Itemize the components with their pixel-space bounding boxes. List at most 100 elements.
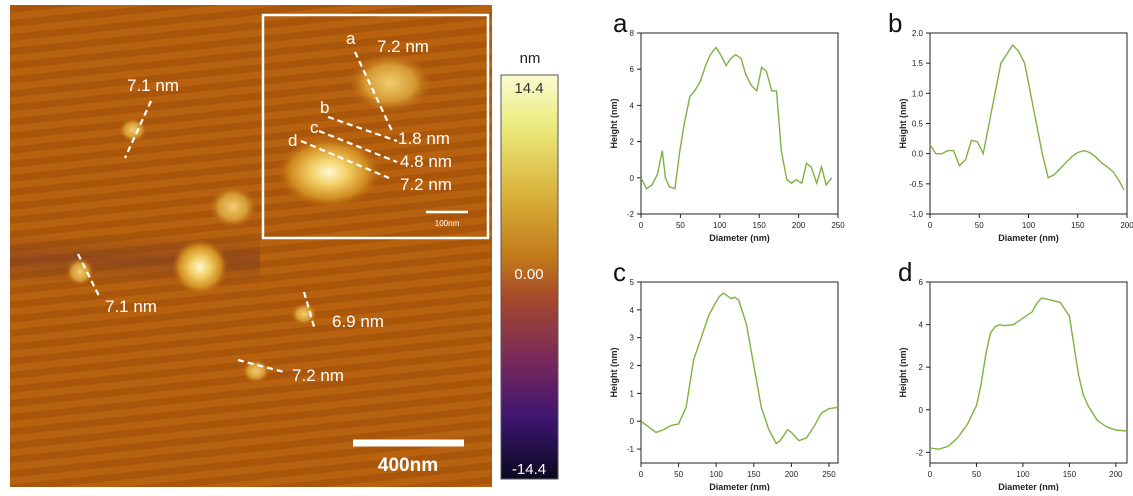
series-line bbox=[929, 297, 1128, 450]
particle bbox=[209, 186, 257, 228]
inset-particle bbox=[277, 136, 381, 208]
inset-label-d: d bbox=[288, 131, 297, 150]
series-line bbox=[640, 46, 833, 190]
inset-frame bbox=[261, 13, 490, 240]
x-tick-label: 0 bbox=[639, 221, 644, 230]
colorbar-max: 14.4 bbox=[514, 80, 543, 97]
panel-letter: a bbox=[613, 8, 628, 38]
x-axis-label: Diameter (nm) bbox=[998, 233, 1059, 243]
y-tick-label: 0 bbox=[919, 406, 924, 415]
y-tick-label: 4 bbox=[630, 101, 635, 110]
series-line bbox=[640, 292, 839, 445]
plot-frame bbox=[929, 281, 1128, 464]
profile-lines bbox=[77, 100, 317, 374]
particle-label-3: 6.9 nm bbox=[332, 312, 384, 331]
inset-label-b: b bbox=[320, 98, 329, 117]
x-axis-label: Diameter (nm) bbox=[998, 482, 1059, 491]
particle bbox=[242, 359, 270, 383]
x-tick-label: 50 bbox=[674, 470, 683, 479]
x-axis-label: Diameter (nm) bbox=[709, 233, 770, 243]
x-tick-label: 100 bbox=[710, 470, 724, 479]
y-tick-label: 1.0 bbox=[912, 89, 924, 98]
chart-panel-c: c 0 50 100 150 200 250 -1 0 1 2 3 4 5 Diameter (nm) Hei… bbox=[609, 257, 839, 492]
y-tick-label: -1 bbox=[627, 445, 635, 454]
x-tick-label: 200 bbox=[785, 470, 799, 479]
y-tick-label: 1.5 bbox=[912, 59, 924, 68]
x-tick-label: 150 bbox=[1071, 221, 1085, 230]
plot-frame bbox=[929, 32, 1128, 215]
x-axis-label: Diameter (nm) bbox=[709, 482, 770, 491]
x-tick-label: 150 bbox=[753, 221, 767, 230]
inset-profile-lines bbox=[300, 51, 398, 180]
x-tick-label: 150 bbox=[747, 470, 761, 479]
y-tick-label: 2 bbox=[630, 362, 635, 371]
plot-frame bbox=[640, 32, 839, 215]
x-tick-label: 100 bbox=[1016, 470, 1030, 479]
colorbar-gradient bbox=[500, 74, 559, 480]
y-tick-label: 0.5 bbox=[912, 120, 924, 129]
panel-letter: d bbox=[898, 257, 912, 287]
y-tick-label: 6 bbox=[919, 278, 924, 287]
x-tick-label: 200 bbox=[1120, 221, 1133, 230]
y-tick-label: 0 bbox=[630, 174, 635, 183]
inset-scale-label: 100nm bbox=[435, 219, 460, 228]
x-tick-label: 0 bbox=[928, 221, 933, 230]
y-axis-label: Height (nm) bbox=[609, 348, 619, 398]
y-tick-label: 2.0 bbox=[912, 29, 924, 38]
y-tick-label: 0.0 bbox=[912, 150, 924, 159]
y-tick-label: 4 bbox=[630, 306, 635, 315]
x-tick-label: 200 bbox=[1109, 470, 1123, 479]
particle bbox=[291, 303, 317, 325]
panel-letter: b bbox=[888, 8, 902, 38]
panel-letter: c bbox=[613, 257, 626, 287]
y-tick-label: -2 bbox=[627, 210, 635, 219]
particle-label-1: 7.1 nm bbox=[127, 76, 179, 95]
y-tick-label: 5 bbox=[630, 278, 635, 287]
afm-inset: 100nm a 7.2 nm b 1.8 nm c 4.8 nm d 7.2 n… bbox=[261, 13, 490, 240]
plot-frame bbox=[640, 281, 839, 464]
y-tick-label: -2 bbox=[916, 448, 924, 457]
y-tick-label: -1.0 bbox=[909, 210, 923, 219]
colorbar-unit: nm bbox=[520, 50, 541, 67]
particle-label-4: 7.2 nm bbox=[292, 366, 344, 385]
x-tick-label: 250 bbox=[822, 470, 836, 479]
x-tick-label: 50 bbox=[972, 470, 981, 479]
particle-label-2: 7.1 nm bbox=[105, 297, 157, 316]
y-tick-label: 2 bbox=[630, 138, 635, 147]
y-tick-label: 0 bbox=[630, 417, 635, 426]
colorbar-min: -14.4 bbox=[512, 461, 546, 478]
y-tick-label: 1 bbox=[630, 389, 635, 398]
y-tick-label: 3 bbox=[630, 334, 635, 343]
series-line bbox=[929, 43, 1125, 191]
x-tick-label: 150 bbox=[1063, 470, 1077, 479]
y-axis-label: Height (nm) bbox=[609, 99, 619, 149]
inset-label-a: a bbox=[346, 29, 356, 48]
particle bbox=[172, 239, 228, 295]
x-tick-label: 50 bbox=[676, 221, 685, 230]
x-tick-label: 50 bbox=[975, 221, 984, 230]
y-axis-label: Height (nm) bbox=[898, 99, 908, 149]
x-tick-label: 100 bbox=[1022, 221, 1036, 230]
inset-value-b: 1.8 nm bbox=[398, 129, 450, 148]
inset-value-c: 4.8 nm bbox=[400, 152, 452, 171]
colorbar: nm 14.4 0.00 -14.4 bbox=[500, 50, 559, 480]
x-tick-label: 250 bbox=[831, 221, 845, 230]
inset-particle bbox=[348, 53, 432, 113]
x-tick-label: 100 bbox=[713, 221, 727, 230]
inset-value-a: 7.2 nm bbox=[377, 37, 429, 56]
scale-bar-label: 400nm bbox=[378, 455, 438, 476]
x-tick-label: 0 bbox=[928, 470, 933, 479]
y-tick-label: -0.5 bbox=[909, 180, 923, 189]
x-tick-label: 0 bbox=[639, 470, 644, 479]
inset-label-c: c bbox=[310, 118, 319, 137]
y-axis-label: Height (nm) bbox=[898, 348, 908, 398]
y-tick-label: 2 bbox=[919, 363, 924, 372]
particle bbox=[66, 258, 94, 286]
inset-value-d: 7.2 nm bbox=[400, 175, 452, 194]
chart-panel-a: a 0 50 100 150 200 250 -2 0 2 4 6 8 Diameter (nm) Heig… bbox=[609, 8, 845, 243]
x-tick-label: 200 bbox=[792, 221, 806, 230]
y-tick-label: 8 bbox=[630, 29, 635, 38]
chart-panel-d: d 0 50 100 150 200 -2 0 2 4 6 Diameter (nm) Height (… bbox=[898, 257, 1128, 492]
